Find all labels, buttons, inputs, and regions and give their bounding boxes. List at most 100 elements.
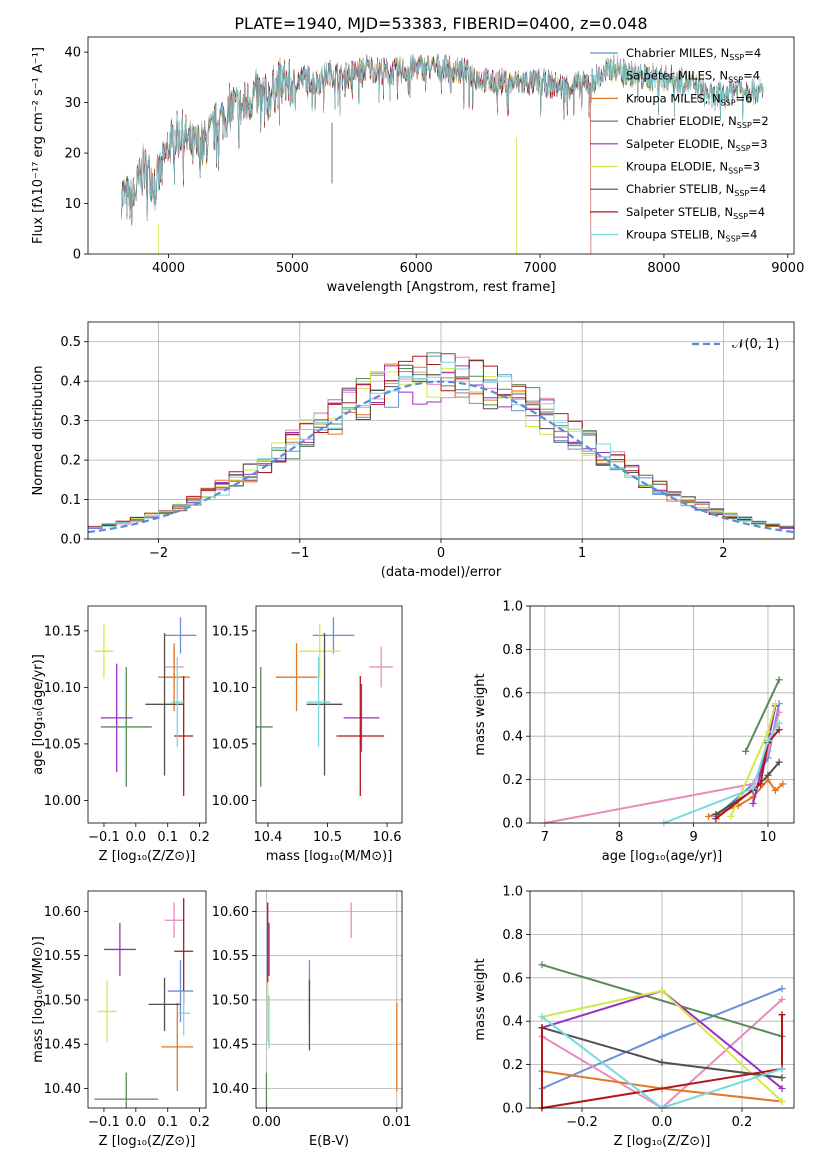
weight-marker <box>727 812 735 820</box>
legend-sub: SSP <box>733 212 748 221</box>
errorbar-group <box>94 617 197 796</box>
weight-marker <box>757 780 765 788</box>
y-tick-label: 10.55 <box>44 949 81 964</box>
y-tick-label: 10.60 <box>212 905 249 920</box>
legend-name: Chabrier ELODIE, N <box>626 114 737 128</box>
x-tick-label: −0.1 <box>88 1115 120 1130</box>
weight-marker <box>538 1024 546 1032</box>
weight-marker <box>771 786 779 794</box>
legend-label-0: Chabrier MILES, NSSP=4 <box>626 46 761 62</box>
weight-marker <box>764 771 772 779</box>
y-tick-label: 10.15 <box>212 624 249 639</box>
legend-label-8: Kroupa STELIB, NSSP=4 <box>626 228 757 244</box>
legend-sub: SSP <box>728 76 743 85</box>
legend-suffix: =4 <box>741 228 758 242</box>
x-tick-label: −1 <box>290 546 309 561</box>
x-tick-label: 9 <box>689 830 697 845</box>
weight-line-3 <box>744 679 781 752</box>
y-tick-label: 10.45 <box>212 1038 249 1053</box>
x-axis-label: Z [log₁₀(Z/Z⊙)] <box>99 849 196 864</box>
y-tick-label: 10.00 <box>212 794 249 809</box>
legend-label: 𝒩(0, 1) <box>732 337 779 352</box>
legend-suffix: =3 <box>743 160 760 174</box>
legend-sub: SSP <box>734 189 749 198</box>
x-tick-label: 0.0 <box>652 1115 673 1130</box>
spectrum-title: PLATE=1940, MJD=53383, FIBERID=0400, z=0… <box>234 14 647 33</box>
weight-marker <box>775 676 783 684</box>
y-tick-label: 10.05 <box>44 737 81 752</box>
x-tick-label: 2 <box>719 546 727 561</box>
panel-1 <box>84 321 795 543</box>
y-tick-label: 10.00 <box>44 794 81 809</box>
y-tick-label: 1.0 <box>502 885 523 900</box>
axes-frame-1 <box>87 321 795 540</box>
weight-marker <box>749 799 757 807</box>
y-tick-label: 0.6 <box>502 686 523 701</box>
legend-sub: SSP <box>729 53 744 62</box>
y-tick-label: 0.4 <box>502 1015 523 1030</box>
weight-marker <box>704 812 712 820</box>
panel-4 <box>526 605 795 827</box>
x-tick-label: 4000 <box>152 261 185 276</box>
x-tick-label: 7 <box>541 830 549 845</box>
legend-suffix: =2 <box>752 114 769 128</box>
weights-group <box>541 676 787 827</box>
weight-marker <box>764 737 772 745</box>
y-axis-label: mass weight <box>473 958 488 1040</box>
y-tick-label: 1.0 <box>502 600 523 615</box>
y-tick-label: 10.10 <box>44 681 81 696</box>
x-tick-label: 10 <box>760 830 777 845</box>
weight-marker <box>775 708 783 716</box>
legend-label-1: Salpeter MILES, NSSP=4 <box>626 69 760 85</box>
weight-marker <box>778 1065 786 1073</box>
weight-marker <box>775 719 783 727</box>
axes-frame-6 <box>255 890 403 1109</box>
spectrum-line-8 <box>121 54 764 220</box>
weight-marker <box>658 1032 666 1040</box>
axes-frame-4 <box>529 605 795 824</box>
errorbar-group <box>265 902 398 1108</box>
y-tick-label: 0.2 <box>502 1058 523 1073</box>
legend-label-4: Salpeter ELODIE, NSSP=3 <box>626 137 768 153</box>
spectra-group <box>121 53 764 254</box>
legend-sub: SSP <box>726 235 741 244</box>
panel-2 <box>84 605 207 827</box>
legend-suffix: =4 <box>748 205 765 219</box>
y-tick-label: 0 <box>73 248 81 263</box>
y-tick-label: 0.0 <box>60 533 81 548</box>
weight-marker <box>778 1097 786 1105</box>
y-tick-label: 0.1 <box>60 493 81 508</box>
legend-name: Kroupa STELIB, N <box>626 228 726 242</box>
x-tick-label: 0.2 <box>189 830 210 845</box>
y-tick-label: 10.50 <box>212 993 249 1008</box>
x-axis-label: E(B-V) <box>309 1134 349 1149</box>
legend-suffix: =3 <box>751 137 768 151</box>
legend-name: Salpeter MILES, N <box>626 69 728 83</box>
panel-5 <box>84 890 207 1112</box>
weight-marker <box>775 726 783 734</box>
weight-line-2 <box>708 777 784 818</box>
weight-marker <box>775 758 783 766</box>
weight-marker <box>749 784 757 792</box>
axes-frame-2 <box>87 605 207 824</box>
y-tick-label: 0.8 <box>502 928 523 943</box>
y-tick-label: 0.0 <box>502 817 523 832</box>
weights-group <box>538 961 786 1112</box>
legend-suffix: =4 <box>744 46 761 60</box>
weight-line-7 <box>541 1014 783 1110</box>
errorbar-group <box>94 898 194 1108</box>
legend-name: Chabrier STELIB, N <box>626 182 734 196</box>
x-axis-label: wavelength [Angstrom, rest frame] <box>327 280 556 295</box>
x-axis-label: (data-model)/error <box>381 565 502 580</box>
y-tick-label: 0.4 <box>502 730 523 745</box>
y-tick-label: 0.5 <box>60 335 81 350</box>
y-tick-label: 30 <box>64 96 81 111</box>
weight-line-3 <box>541 963 783 1038</box>
weight-marker <box>778 996 786 1003</box>
axes-frame-3 <box>255 605 403 824</box>
legend-suffix: =4 <box>743 69 760 83</box>
y-tick-label: 0.0 <box>502 1102 523 1117</box>
x-axis-label: age [log₁₀(age/yr)] <box>602 849 723 864</box>
y-tick-label: 10.50 <box>44 993 81 1008</box>
weight-marker <box>538 1013 546 1021</box>
